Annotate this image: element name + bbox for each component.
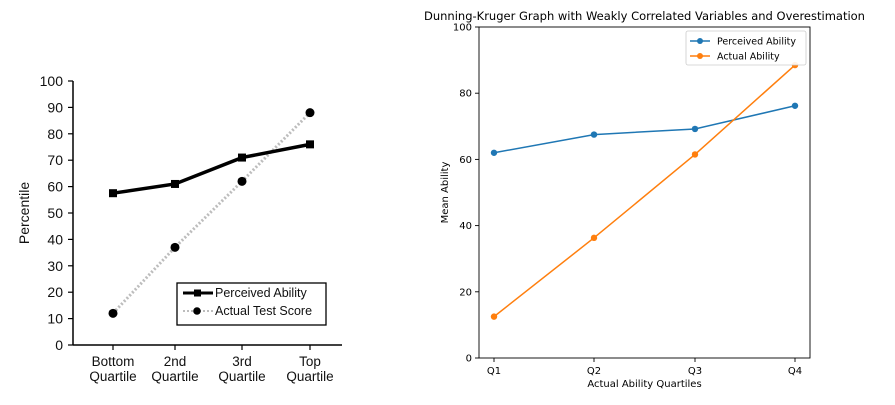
right-y-tick-label: 40 xyxy=(459,221,472,232)
right-plot-area xyxy=(478,26,811,359)
left-x-tick-label: Top xyxy=(299,354,321,369)
right-legend-label-actual: Actual Ability xyxy=(717,52,780,63)
actual-ability-line xyxy=(493,64,796,318)
perceived-ability-point xyxy=(171,179,179,188)
actual-ability-point xyxy=(691,151,699,158)
left-y-axis-label: Percentile xyxy=(16,182,32,244)
left-y-tick-label: 90 xyxy=(47,99,63,115)
left-y-tick-label: 80 xyxy=(47,126,63,142)
left-y-tick-label: 70 xyxy=(47,152,63,168)
left-y-tick-label: 10 xyxy=(47,311,63,327)
right-y-tick-label: 20 xyxy=(459,287,472,298)
left-y-tick-label: 50 xyxy=(47,205,63,221)
left-legend-label-perceived: Perceived Ability xyxy=(215,286,307,300)
left-y-tick-label: 100 xyxy=(40,73,64,89)
perceived-ability-point xyxy=(109,189,117,198)
left-x-tick-label: 2nd xyxy=(164,354,187,369)
left-x-ticks: BottomQuartile2ndQuartile3rdQuartileTopQ… xyxy=(89,345,334,384)
right-x-tick-label: Q3 xyxy=(688,366,702,377)
left-x-tick-label: Quartile xyxy=(218,369,265,384)
right-series xyxy=(490,61,799,320)
perceived-ability-point xyxy=(691,125,699,133)
right-y-tick-label: 60 xyxy=(459,155,472,166)
legend-actual-circle-marker xyxy=(193,307,201,315)
actual-test-score-point xyxy=(237,176,247,186)
left-x-tick-label: Quartile xyxy=(89,369,136,384)
left-y-ticks: 0 10 20 30 40 50 60 70 80 90 100 xyxy=(40,73,73,353)
right-legend-label-perceived: Perceived Ability xyxy=(717,37,796,48)
actual-ability-point xyxy=(490,313,498,320)
right-legend: Perceived Ability Actual Ability xyxy=(685,30,807,66)
legend-actual-ability-marker xyxy=(697,53,703,59)
right-chart-title: Dunning-Kruger Graph with Weakly Correla… xyxy=(424,9,865,23)
right-chart: Dunning-Kruger Graph with Weakly Correla… xyxy=(424,9,865,390)
left-y-tick-label: 0 xyxy=(55,337,63,353)
perceived-ability-point xyxy=(791,102,799,109)
legend-perceived-ability-marker xyxy=(697,38,703,44)
left-y-tick-label: 60 xyxy=(47,179,63,195)
left-x-tick-label: Quartile xyxy=(286,369,333,384)
perceived-ability-point xyxy=(490,149,498,156)
left-y-tick-label: 30 xyxy=(47,258,63,274)
right-y-axis-label: Mean Ability xyxy=(440,162,451,224)
right-x-ticks: Q1 Q2 Q3 Q4 xyxy=(487,358,802,377)
left-series xyxy=(108,108,315,318)
left-y-tick-label: 40 xyxy=(47,231,63,247)
actual-test-score-point xyxy=(170,242,180,252)
left-legend-label-actual: Actual Test Score xyxy=(215,304,312,318)
right-x-axis-label: Actual Ability Quartiles xyxy=(587,379,701,390)
right-x-tick-label: Q2 xyxy=(587,366,601,377)
perceived-ability-point xyxy=(238,153,246,162)
left-legend: Perceived Ability Actual Test Score xyxy=(176,282,327,326)
right-y-tick-label: 100 xyxy=(453,23,472,34)
right-y-ticks: 0 20 40 60 80 100 xyxy=(453,23,479,365)
left-x-tick-label: Bottom xyxy=(92,354,135,369)
legend-perceived-square-marker xyxy=(194,289,201,297)
perceived-ability-line xyxy=(493,105,796,154)
right-x-tick-label: Q1 xyxy=(487,366,501,377)
right-x-tick-label: Q4 xyxy=(788,366,802,377)
right-y-tick-label: 0 xyxy=(466,354,472,365)
actual-test-score-line xyxy=(111,111,312,315)
left-x-tick-label: 3rd xyxy=(232,354,252,369)
perceived-ability-point xyxy=(306,140,314,149)
actual-test-score-point xyxy=(108,308,118,318)
left-y-tick-label: 20 xyxy=(47,284,63,300)
actual-test-score-point xyxy=(305,108,315,118)
right-legend-box xyxy=(685,30,807,66)
left-x-tick-label: Quartile xyxy=(151,369,198,384)
perceived-ability-line xyxy=(112,142,311,195)
perceived-ability-point xyxy=(590,131,598,138)
left-legend-box xyxy=(176,282,327,326)
right-y-tick-label: 80 xyxy=(459,89,472,100)
actual-ability-point xyxy=(590,234,598,242)
